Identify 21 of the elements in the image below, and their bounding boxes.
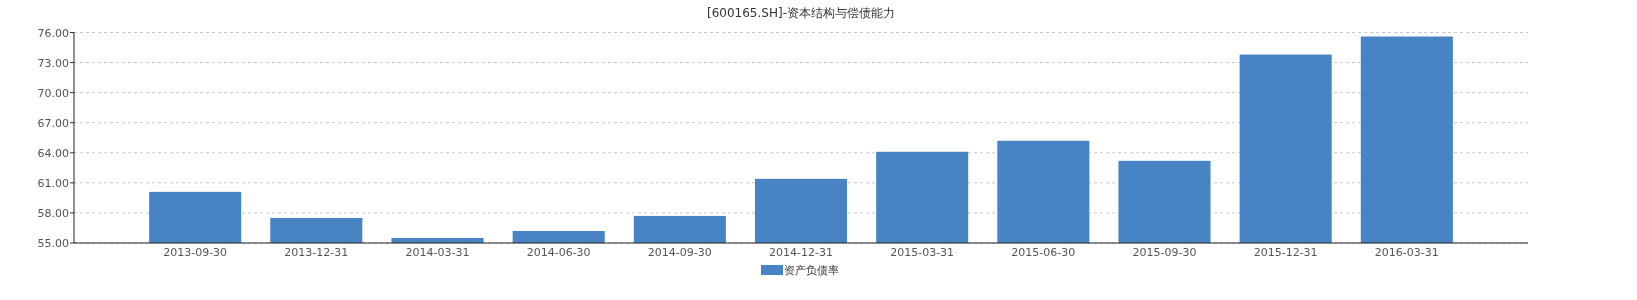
x-tick-label: 2013-12-31 <box>284 246 349 259</box>
x-tick-label: 2013-09-30 <box>163 246 228 259</box>
y-tick-label: 55.00 <box>37 237 69 250</box>
y-tick-label: 58.00 <box>37 206 69 220</box>
x-tick-label: 2016-03-31 <box>1374 246 1439 259</box>
x-tick-label: 2014-06-30 <box>526 246 591 259</box>
x-tick-label: 2015-09-30 <box>1132 246 1197 259</box>
x-tick-label: 2015-12-31 <box>1253 246 1318 259</box>
x-tick-label: 2014-03-31 <box>405 246 470 259</box>
x-tick-label: 2015-06-30 <box>1011 246 1076 259</box>
y-tick-label: 73.00 <box>37 56 69 70</box>
y-tick-label: 70.00 <box>37 86 69 100</box>
chart-title: [600165.SH]-资本结构与偿债能力 <box>707 6 895 20</box>
y-tick-label: 61.00 <box>37 176 69 190</box>
legend-label: 资产负债率 <box>784 264 839 277</box>
x-tick-label: 2014-12-31 <box>769 246 833 259</box>
y-tick-label: 67.00 <box>37 116 69 130</box>
y-tick-label: 76.00 <box>37 26 69 40</box>
x-tick-label: 2015-03-31 <box>890 246 955 259</box>
x-tick-label: 2014-09-30 <box>647 246 712 259</box>
y-tick-label: 64.00 <box>37 146 69 160</box>
